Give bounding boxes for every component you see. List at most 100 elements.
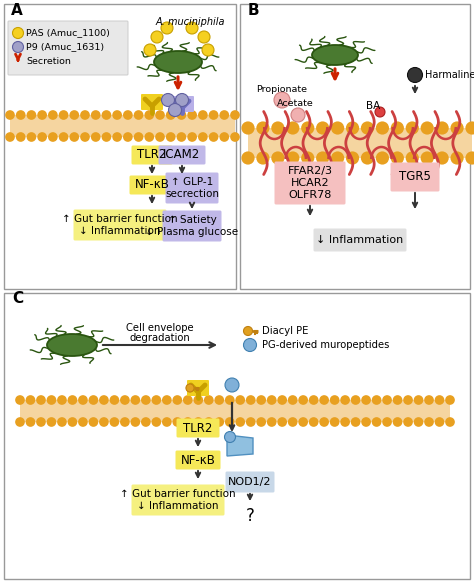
Circle shape: [340, 395, 350, 405]
Circle shape: [225, 431, 236, 442]
Circle shape: [435, 417, 444, 427]
Circle shape: [109, 417, 119, 427]
Circle shape: [177, 110, 186, 120]
Circle shape: [186, 22, 198, 34]
Circle shape: [101, 110, 111, 120]
Circle shape: [271, 121, 284, 135]
FancyBboxPatch shape: [8, 21, 128, 75]
Circle shape: [406, 152, 419, 164]
Text: ?: ?: [246, 507, 255, 525]
Circle shape: [91, 110, 100, 120]
Circle shape: [372, 395, 382, 405]
Circle shape: [330, 395, 339, 405]
Circle shape: [319, 395, 329, 405]
Circle shape: [183, 417, 192, 427]
Circle shape: [155, 132, 165, 142]
Circle shape: [403, 395, 413, 405]
Text: Diacyl PE: Diacyl PE: [262, 326, 309, 336]
Polygon shape: [227, 435, 253, 456]
Circle shape: [361, 152, 374, 164]
Text: TLR2: TLR2: [137, 149, 167, 161]
Circle shape: [48, 132, 58, 142]
Circle shape: [382, 395, 392, 405]
Circle shape: [230, 132, 240, 142]
Circle shape: [450, 121, 464, 135]
FancyBboxPatch shape: [391, 163, 439, 191]
Circle shape: [436, 121, 449, 135]
Circle shape: [351, 417, 360, 427]
Circle shape: [436, 152, 449, 164]
Circle shape: [109, 395, 119, 405]
Text: NF-κB: NF-κB: [135, 178, 169, 191]
Ellipse shape: [47, 334, 97, 356]
Circle shape: [193, 417, 203, 427]
Circle shape: [445, 395, 455, 405]
Circle shape: [36, 417, 46, 427]
Circle shape: [57, 395, 67, 405]
Circle shape: [36, 395, 46, 405]
Circle shape: [175, 93, 189, 107]
Circle shape: [236, 395, 245, 405]
Circle shape: [16, 132, 26, 142]
Circle shape: [346, 152, 359, 164]
Circle shape: [391, 152, 404, 164]
FancyBboxPatch shape: [176, 419, 219, 437]
FancyBboxPatch shape: [175, 451, 220, 469]
Circle shape: [68, 417, 77, 427]
Circle shape: [424, 395, 434, 405]
Circle shape: [376, 121, 389, 135]
Text: Propionate: Propionate: [256, 85, 308, 94]
Text: Secretion: Secretion: [26, 57, 71, 65]
Circle shape: [187, 132, 197, 142]
Circle shape: [70, 110, 79, 120]
Text: ICAM2: ICAM2: [164, 149, 201, 161]
Circle shape: [168, 104, 182, 117]
Text: TGR5: TGR5: [399, 170, 431, 184]
Circle shape: [403, 417, 413, 427]
Text: NF-κB: NF-κB: [181, 454, 216, 466]
Circle shape: [91, 132, 100, 142]
Circle shape: [112, 132, 122, 142]
Circle shape: [393, 395, 402, 405]
Circle shape: [99, 395, 109, 405]
Circle shape: [236, 417, 245, 427]
Circle shape: [435, 395, 444, 405]
Circle shape: [183, 395, 192, 405]
Circle shape: [204, 395, 214, 405]
Circle shape: [101, 132, 111, 142]
Circle shape: [123, 132, 133, 142]
Circle shape: [319, 417, 329, 427]
Circle shape: [230, 110, 240, 120]
FancyBboxPatch shape: [4, 4, 236, 289]
Circle shape: [123, 110, 133, 120]
Text: Cell envelope: Cell envelope: [126, 323, 194, 333]
Circle shape: [271, 152, 284, 164]
Circle shape: [134, 110, 144, 120]
Circle shape: [225, 378, 239, 392]
Circle shape: [286, 152, 300, 164]
Circle shape: [246, 417, 255, 427]
Circle shape: [173, 395, 182, 405]
Text: ↑ Gut barrier function
↓ Inflammation: ↑ Gut barrier function ↓ Inflammation: [120, 489, 236, 511]
Circle shape: [244, 339, 256, 352]
Circle shape: [286, 121, 300, 135]
Circle shape: [375, 107, 385, 117]
Circle shape: [162, 395, 172, 405]
Text: P9 (Amuc_1631): P9 (Amuc_1631): [26, 43, 104, 51]
Circle shape: [298, 417, 308, 427]
Circle shape: [277, 395, 287, 405]
Text: Harmaline: Harmaline: [425, 70, 474, 80]
Text: PG-derived muropeptides: PG-derived muropeptides: [262, 340, 389, 350]
Circle shape: [244, 326, 253, 335]
Circle shape: [151, 31, 163, 43]
Circle shape: [46, 417, 56, 427]
Circle shape: [288, 395, 298, 405]
Circle shape: [145, 132, 154, 142]
Circle shape: [256, 395, 266, 405]
Text: ↑ GLP-1
secrection: ↑ GLP-1 secrection: [165, 177, 219, 199]
Circle shape: [214, 417, 224, 427]
Text: BA: BA: [366, 101, 380, 111]
Circle shape: [301, 121, 314, 135]
Circle shape: [177, 132, 186, 142]
Text: NOD1/2: NOD1/2: [228, 477, 272, 487]
